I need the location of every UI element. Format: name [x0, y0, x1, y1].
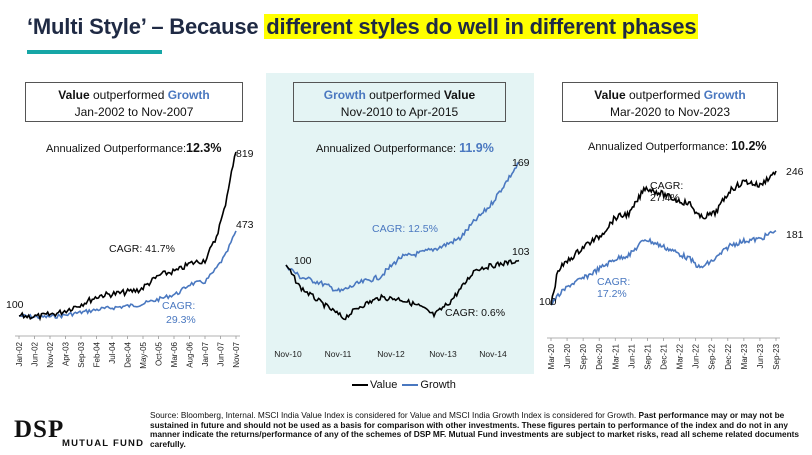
chart1-header-winner: Value — [58, 88, 90, 102]
logo-tagline: MUTUAL FUND — [62, 438, 145, 449]
chart3-x-tick-label: Sep-23 — [772, 343, 781, 369]
chart1-x-tick-label: Aug-06 — [186, 341, 195, 367]
chart3-growth-line — [550, 229, 777, 306]
chart3-header-text: outperformed — [625, 88, 704, 102]
chart3-x-tick-label: Jun-23 — [756, 343, 765, 368]
chart3-growth-cagr-label: CAGR: 17.2% — [597, 276, 630, 300]
chart3-growth-end-label: 181 — [786, 229, 804, 241]
chart1-start-label: 100 — [6, 299, 24, 311]
chart1-x-tick-label: Nov-02 — [46, 341, 55, 367]
chart2-x-tick-label: Nov-14 — [479, 349, 507, 359]
source-text: Source: Bloomberg, Internal. MSCI India … — [150, 410, 639, 420]
chart1-growth-line — [19, 230, 237, 320]
chart3-start-label: 100 — [539, 296, 557, 308]
legend-value-swatch — [352, 384, 368, 387]
chart1-header-loser: Growth — [167, 88, 210, 102]
chart3-value-line — [550, 170, 777, 306]
chart3-header-period: Mar-2020 to Nov-2023 — [609, 105, 731, 119]
chart3-x-tick-label: Jun-22 — [692, 343, 701, 368]
chart2-outperformance: Annualized Outperformance: 11.9% — [316, 141, 494, 155]
chart3-x-tick-label: Dec-21 — [660, 343, 669, 369]
chart3-x-tick-label: Dec-22 — [724, 343, 733, 369]
chart1-value-line — [18, 151, 237, 322]
chart1-growth-end-label: 473 — [236, 219, 254, 231]
chart3-outperformance-label: Annualized Outperformance: — [588, 141, 732, 153]
chart2-x-tick-label: Nov-13 — [429, 349, 457, 359]
title-highlight: different styles do well in different ph… — [264, 14, 699, 39]
chart3-x-tick-label: Sep-22 — [708, 343, 717, 369]
title-prefix: ‘Multi Style’ – Because — [27, 14, 265, 39]
chart2-outperformance-value: 11.9% — [459, 141, 494, 155]
chart3-x-tick-label: Mar-22 — [676, 343, 685, 369]
chart1-header-text: outperformed — [89, 88, 168, 102]
chart1-outperformance: Annualized Outperformance:12.3% — [46, 141, 221, 155]
dsp-logo: DSP MUTUAL FUND — [14, 416, 143, 449]
slide-title: ‘Multi Style’ – Because different styles… — [27, 14, 699, 40]
chart1-x-tick-label: Jan-02 — [15, 341, 24, 366]
chart2-x-tick-label: Nov-10 — [274, 349, 302, 359]
chart2-header-period: Nov-2010 to Apr-2015 — [340, 105, 459, 119]
chart3-x-tick-label: Jun-20 — [563, 343, 572, 368]
legend-value-label: Value — [370, 379, 398, 391]
chart1-x-tick-label: Apr-03 — [62, 341, 71, 366]
chart1-x-tick-label: Dec-04 — [124, 341, 133, 367]
chart3-value-cagr-label: CAGR: 27.4% — [650, 180, 683, 204]
chart1-growth-cagr-label: CAGR: — [162, 300, 195, 312]
source-disclaimer: Source: Bloomberg, Internal. MSCI India … — [150, 410, 800, 449]
chart3-header: Value outperformed Growth Mar-2020 to No… — [562, 82, 778, 122]
chart1-x-tick-label: Feb-04 — [93, 341, 102, 367]
chart3-outperformance-value: 10.2% — [731, 139, 767, 153]
chart3-header-winner: Value — [594, 88, 626, 102]
chart2-outperformance-label: Annualized Outperformance: — [316, 143, 460, 155]
chart3-x-tick-label: Sep-21 — [643, 343, 652, 369]
middle-panel-background — [266, 73, 534, 374]
chart2-header: Growth outperformed Value Nov-2010 to Ap… — [293, 82, 506, 122]
chart1-x-tick-label: Sep-03 — [77, 341, 86, 367]
chart1-outperformance-value: 12.3% — [186, 141, 222, 155]
legend-growth-label: Growth — [420, 379, 456, 391]
chart2-start-label: 100 — [294, 255, 312, 267]
chart2-value-cagr-label: CAGR: 0.6% — [445, 307, 505, 319]
chart3-x-tick-label: Jun-21 — [627, 343, 636, 368]
chart2-x-tick-label: Nov-12 — [377, 349, 405, 359]
chart2-growth-cagr-label: CAGR: 12.5% — [372, 223, 438, 235]
chart1-header-period: Jan-2002 to Nov-2007 — [74, 105, 194, 119]
chart3-x-tick-label: Dec-20 — [595, 343, 604, 369]
chart3-x-tick-label: Mar-20 — [547, 343, 556, 369]
title-underline — [27, 50, 162, 54]
chart1-x-tick-label: Mar-06 — [170, 341, 179, 367]
chart1-x-tick-label: Jun-02 — [31, 341, 40, 366]
chart3-x-tick-label: Sep-20 — [579, 343, 588, 369]
chart2-x-tick-label: Nov-11 — [325, 349, 352, 359]
chart3-x-tick-label: Mar-21 — [611, 343, 620, 369]
chart1-x-tick-label: Jun-07 — [217, 341, 226, 366]
chart2-header-loser: Value — [443, 88, 476, 102]
chart1-header: Value outperformed Growth Jan-2002 to No… — [25, 82, 243, 122]
chart2-header-text: outperformed — [365, 88, 444, 102]
chart3-x-tick-label: Mar-23 — [740, 343, 749, 369]
chart2-value-end-label: 103 — [512, 246, 530, 258]
chart3-header-loser: Growth — [703, 88, 746, 102]
chart3-outperformance: Annualized Outperformance: 10.2% — [588, 139, 767, 153]
chart1-outperformance-label: Annualized Outperformance: — [46, 143, 187, 155]
chart2-value-line — [285, 259, 520, 321]
chart1-x-tick-label: Nov-07 — [232, 341, 241, 367]
disclaimer-text: Past performance may or may not be susta… — [150, 410, 800, 449]
chart1-x-tick-label: Oct-05 — [155, 341, 164, 366]
chart3-value-end-label: 246 — [786, 166, 804, 178]
logo-brand: DSP — [14, 416, 65, 443]
chart1-value-end-label: 819 — [236, 148, 254, 160]
chart1-x-tick-label: May-05 — [139, 341, 148, 368]
chart1-value-cagr-label: CAGR: 41.7% — [109, 243, 175, 255]
chart2-header-winner: Growth — [323, 88, 366, 102]
chart1-x-tick-label: Jan-07 — [201, 341, 210, 366]
chart2-growth-line — [285, 162, 519, 293]
legend: Value Growth — [352, 379, 456, 391]
legend-growth-swatch — [402, 384, 419, 387]
chart1-growth-cagr-value: 29.3% — [166, 314, 196, 326]
chart2-growth-end-label: 169 — [512, 157, 530, 169]
chart1-x-tick-label: Jul-04 — [108, 341, 117, 363]
